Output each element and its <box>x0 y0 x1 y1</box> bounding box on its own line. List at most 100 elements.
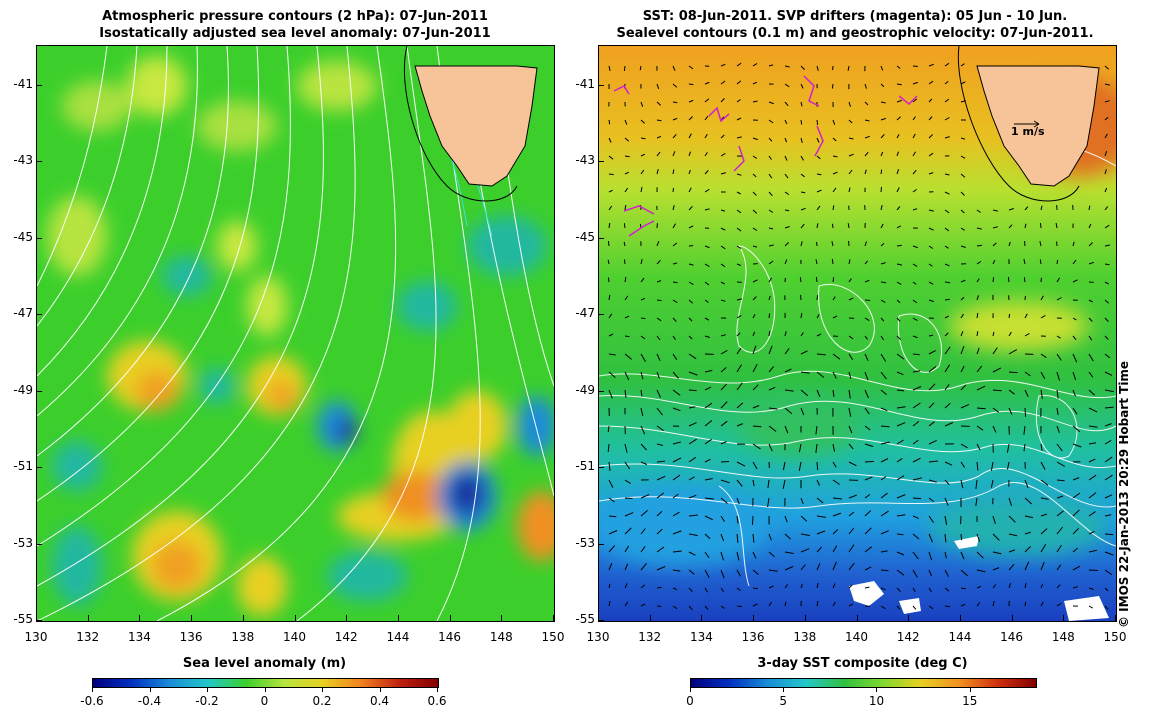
velocity-arrow <box>928 172 934 175</box>
velocity-arrow <box>960 137 966 140</box>
x-tick-mark <box>294 615 296 621</box>
velocity-arrow <box>1072 335 1077 341</box>
y-tick-mark <box>598 161 604 163</box>
velocity-arrow <box>1072 353 1078 363</box>
velocity-arrow <box>640 186 643 193</box>
velocity-arrow <box>944 346 951 355</box>
velocity-arrow <box>688 569 695 575</box>
velocity-arrow <box>880 550 888 553</box>
velocity-arrow <box>832 601 836 607</box>
velocity-arrow <box>815 276 818 283</box>
velocity-arrow <box>896 514 906 517</box>
x-tick-mark <box>753 615 755 621</box>
velocity-arrow <box>832 529 839 535</box>
velocity-arrow <box>656 260 661 265</box>
velocity-arrow <box>880 605 886 610</box>
velocity-arrow <box>832 443 836 452</box>
velocity-arrow <box>736 515 739 524</box>
velocity-arrow <box>784 242 789 247</box>
velocity-arrow <box>912 421 920 427</box>
velocity-arrow <box>912 133 916 139</box>
x-tick-mark <box>856 615 858 621</box>
velocity-arrow <box>1007 461 1010 470</box>
velocity-arrow <box>1104 281 1109 285</box>
velocity-arrow <box>880 151 884 157</box>
velocity-arrow <box>704 478 713 481</box>
velocity-arrow <box>960 81 966 85</box>
velocity-arrow <box>975 479 978 489</box>
velocity-arrow <box>864 279 870 283</box>
velocity-arrow <box>1104 514 1112 517</box>
velocity-arrow <box>782 479 786 489</box>
velocity-arrow <box>784 368 792 373</box>
x-tick-label: 130 <box>586 630 610 644</box>
velocity-arrow <box>1056 461 1065 467</box>
velocity-arrow <box>992 331 995 337</box>
x-tick-label: 150 <box>541 630 565 644</box>
velocity-arrow <box>720 569 725 579</box>
velocity-arrow <box>1088 587 1094 590</box>
velocity-arrow <box>1088 605 1093 609</box>
velocity-arrow <box>608 479 614 488</box>
velocity-arrow <box>896 422 906 427</box>
velocity-arrow <box>960 365 965 373</box>
velocity-arrow <box>944 332 949 337</box>
velocity-arrow <box>1104 569 1113 576</box>
velocity-arrow <box>1104 587 1109 592</box>
velocity-arrow <box>672 83 678 88</box>
velocity-arrow <box>992 533 1000 541</box>
velocity-arrow <box>720 152 726 157</box>
y-tick-mark <box>36 467 42 469</box>
y-tick-mark <box>36 85 42 86</box>
velocity-arrow <box>1056 259 1059 265</box>
velocity-arrow <box>944 173 950 176</box>
velocity-arrow <box>1072 477 1080 481</box>
y-tick-mark <box>36 314 42 316</box>
velocity-arrow <box>784 389 794 392</box>
velocity-arrow <box>896 406 906 409</box>
colorbar-tick-label: -0.6 <box>80 694 104 708</box>
velocity-arrow <box>767 479 770 488</box>
velocity-arrow <box>928 479 937 483</box>
velocity-arrow <box>752 587 758 590</box>
velocity-arrow <box>992 367 1002 373</box>
velocity-arrow <box>800 313 803 319</box>
velocity-arrow <box>768 345 773 355</box>
velocity-arrow <box>1088 317 1093 322</box>
velocity-arrow <box>640 389 643 397</box>
velocity-arrow <box>736 209 742 214</box>
velocity-arrow <box>1056 335 1061 339</box>
velocity-arrow <box>896 281 902 285</box>
velocity-arrow <box>688 371 698 376</box>
velocity-arrow <box>1056 584 1061 589</box>
velocity-arrow <box>624 119 628 125</box>
velocity-arrow <box>768 551 775 558</box>
velocity-arrow <box>832 479 840 485</box>
velocity-arrow <box>1088 442 1097 445</box>
velocity-arrow <box>752 296 757 301</box>
velocity-arrow <box>720 134 725 139</box>
velocity-arrow <box>847 223 850 229</box>
velocity-arrow <box>752 405 760 409</box>
velocity-arrow <box>672 457 682 463</box>
velocity-arrow <box>880 353 887 362</box>
velocity-arrow <box>1072 565 1081 571</box>
velocity-arrow <box>752 603 758 607</box>
velocity-arrow <box>848 119 853 124</box>
velocity-arrow <box>672 587 678 591</box>
velocity-arrow <box>672 530 682 535</box>
y-tick-label: -47 <box>13 306 33 321</box>
velocity-arrow <box>992 567 1000 571</box>
velocity-arrow <box>1023 258 1026 265</box>
velocity-arrow <box>832 561 837 571</box>
velocity-arrow <box>912 353 920 356</box>
x-tick-mark <box>242 615 244 621</box>
velocity-arrow <box>704 369 713 373</box>
velocity-arrow <box>656 546 665 553</box>
velocity-arrow <box>752 569 759 575</box>
colorbar-tick-label: -0.2 <box>195 694 219 708</box>
velocity-arrow <box>624 371 630 381</box>
velocity-arrow <box>864 135 870 139</box>
velocity-arrow <box>992 389 1002 392</box>
velocity-arrow <box>960 479 964 489</box>
